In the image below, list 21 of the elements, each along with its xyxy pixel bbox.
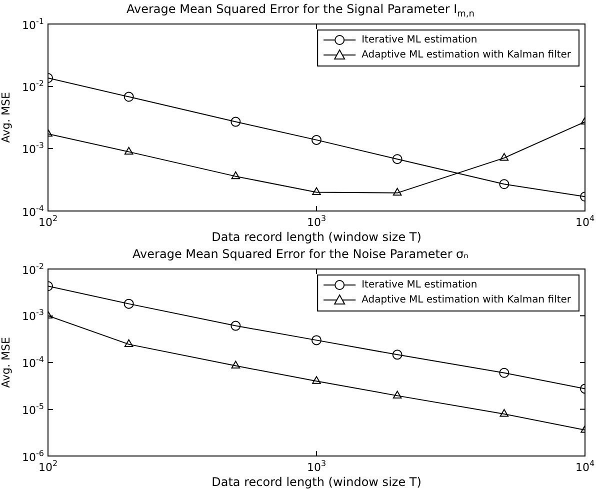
x-tick-label: 10$^{3}$: [307, 213, 326, 230]
y-tick-label: 10$^{-5}$: [22, 400, 44, 418]
legend-label: Iterative ML estimation: [362, 34, 478, 46]
legend-label: Adaptive ML estimation with Kalman filter: [362, 50, 572, 61]
y-tick-label: 10$^{-2}$: [22, 78, 44, 95]
x-tick-label: 10$^{3}$: [307, 458, 326, 475]
x-tick-label: 10$^{4}$: [576, 213, 595, 230]
chart-title: Average Mean Squared Error for the Noise Parameter σₙ: [132, 246, 470, 263]
legend-label: Iterative ML estimation: [362, 280, 478, 291]
y-tick-label: 10$^{-3}$: [22, 307, 44, 324]
x-axis-title: Data record length (window size T): [212, 230, 422, 244]
y-tick-label: 10$^{-3}$: [22, 140, 44, 158]
x-tick-label: 10$^{4}$: [576, 458, 595, 475]
legend-label: Adaptive ML estimation with Kalman filter: [362, 294, 572, 306]
y-axis-title: Avg. MSE: [0, 337, 12, 388]
y-tick-label: 10$^{-2}$: [22, 260, 44, 278]
y-axis-title: Avg. MSE: [0, 92, 12, 143]
chart-title: Average Mean Squared Error for the Signal Parameter I$_{m,n}$: [126, 1, 476, 20]
y-tick-label: 10$^{-1}$: [22, 16, 44, 32]
x-axis-title: Data record length (window size T): [212, 474, 422, 489]
y-tick-label: 10$^{-4}$: [22, 354, 44, 371]
